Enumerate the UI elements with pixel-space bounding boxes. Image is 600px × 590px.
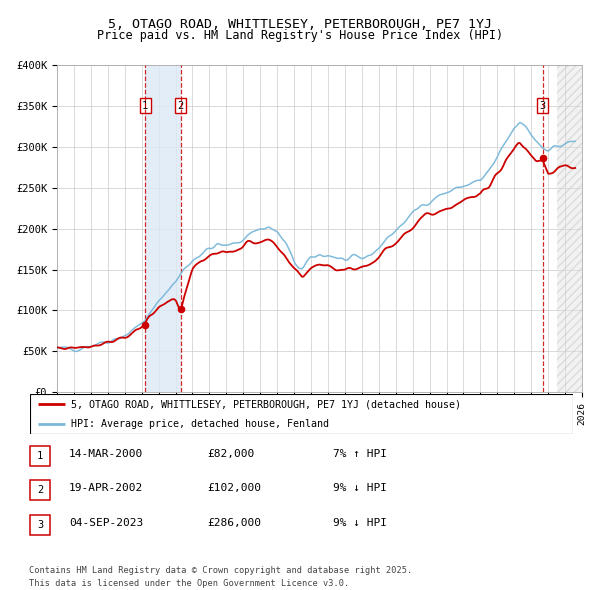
Text: 1: 1 (142, 101, 148, 111)
Bar (557, 65, 582, 392)
Text: 1: 1 (37, 451, 43, 461)
Text: 04-SEP-2023: 04-SEP-2023 (69, 518, 143, 528)
Text: £286,000: £286,000 (207, 518, 261, 528)
Text: 19-APR-2002: 19-APR-2002 (69, 483, 143, 493)
Text: 3: 3 (37, 520, 43, 530)
Text: 7% ↑ HPI: 7% ↑ HPI (333, 449, 387, 459)
Text: 3: 3 (539, 101, 545, 111)
Text: 9% ↓ HPI: 9% ↓ HPI (333, 483, 387, 493)
Text: 5, OTAGO ROAD, WHITTLESEY, PETERBOROUGH, PE7 1YJ (detached house): 5, OTAGO ROAD, WHITTLESEY, PETERBOROUGH,… (71, 399, 461, 409)
Text: £82,000: £82,000 (207, 449, 254, 459)
Text: £102,000: £102,000 (207, 483, 261, 493)
Text: 14-MAR-2000: 14-MAR-2000 (69, 449, 143, 459)
Text: Contains HM Land Registry data © Crown copyright and database right 2025.
This d: Contains HM Land Registry data © Crown c… (29, 566, 412, 588)
Text: 2: 2 (37, 486, 43, 495)
Text: 9% ↓ HPI: 9% ↓ HPI (333, 518, 387, 528)
Text: HPI: Average price, detached house, Fenland: HPI: Average price, detached house, Fenl… (71, 419, 329, 428)
Bar (145, 65, 181, 392)
Text: 5, OTAGO ROAD, WHITTLESEY, PETERBOROUGH, PE7 1YJ: 5, OTAGO ROAD, WHITTLESEY, PETERBOROUGH,… (108, 18, 492, 31)
Text: 2: 2 (178, 101, 184, 111)
Text: Price paid vs. HM Land Registry's House Price Index (HPI): Price paid vs. HM Land Registry's House … (97, 30, 503, 42)
